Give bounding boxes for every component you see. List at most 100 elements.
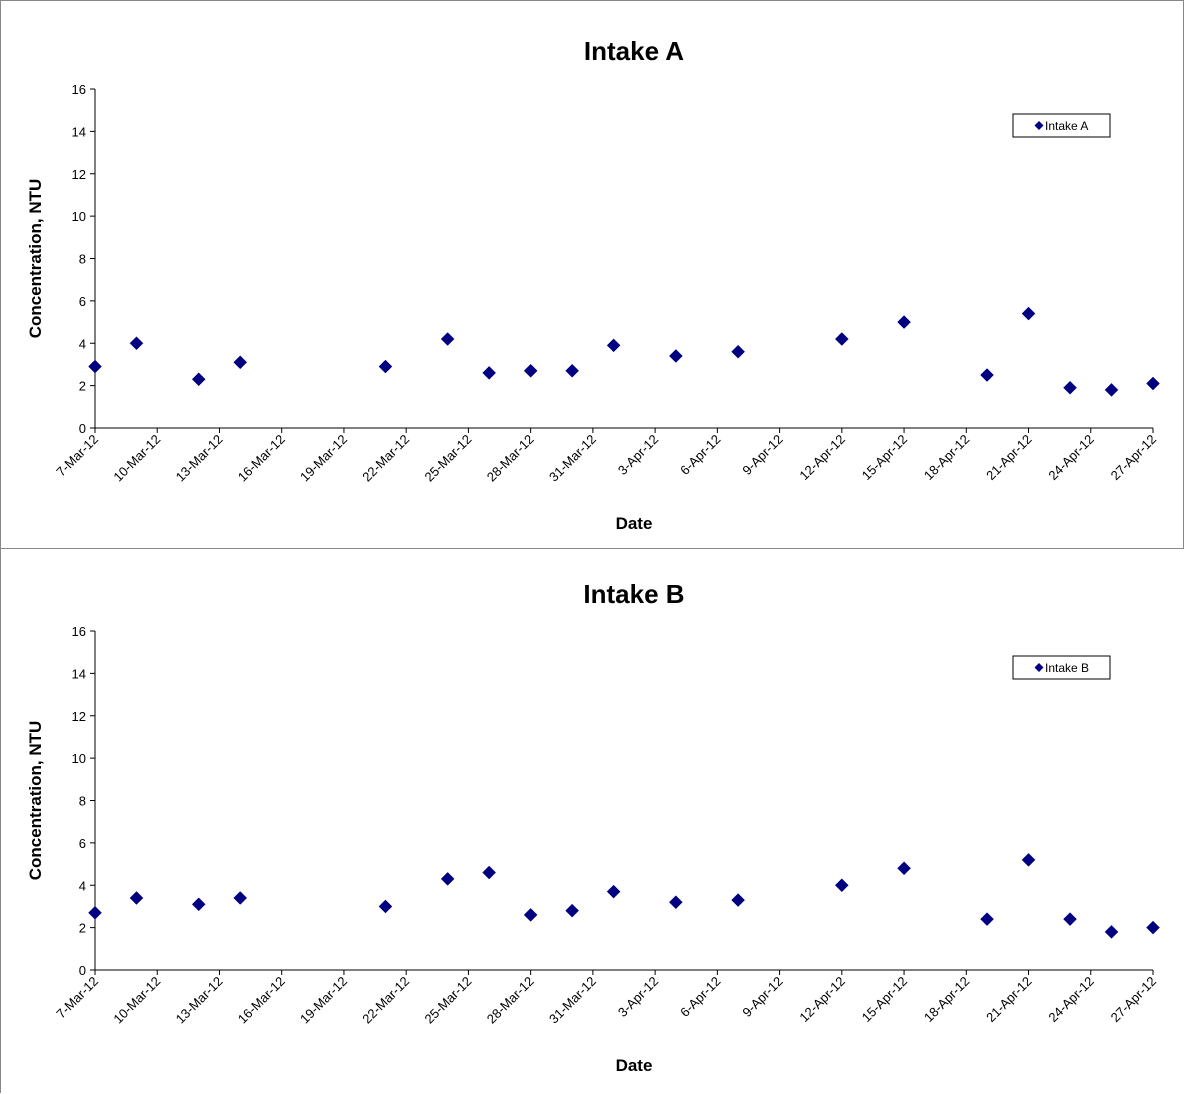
x-tick-label: 15-Apr-12 [859,974,910,1025]
y-tick-label: 0 [79,963,86,978]
x-tick-label: 9-Apr-12 [739,432,785,478]
y-tick-label: 0 [79,421,86,436]
data-point [378,359,393,374]
y-axis-title: Concentration, NTU [26,179,45,339]
x-tick-label: 18-Apr-12 [921,432,972,483]
chart-title: Intake B [583,579,684,609]
data-point [565,903,579,918]
x-tick-label: 18-Apr-12 [921,974,972,1025]
data-point [1146,376,1160,391]
data-point [606,338,621,353]
x-tick-label: 15-Apr-12 [859,432,910,483]
data-point [731,344,745,359]
data-series [88,306,1160,397]
y-tick-label: 16 [72,624,86,639]
legend: Intake A [1012,113,1111,138]
x-tick-label: 31-Mar-12 [546,974,599,1027]
x-tick-label: 25-Mar-12 [422,974,475,1027]
y-tick-label: 2 [79,379,86,394]
x-tick-label: 12-Apr-12 [796,432,847,483]
data-point [378,899,393,914]
x-tick-label: 6-Apr-12 [677,974,723,1020]
x-tick-label: 10-Mar-12 [110,974,163,1027]
x-tick-label: 21-Apr-12 [983,974,1034,1025]
x-tick-label: 31-Mar-12 [546,432,599,485]
x-tick-label: 19-Mar-12 [297,432,350,485]
y-tick-label: 4 [79,878,86,893]
x-tick-label: 9-Apr-12 [739,974,785,1020]
data-point [482,366,497,380]
data-point [834,332,849,346]
x-tick-label: 28-Mar-12 [484,974,537,1027]
y-tick-label: 16 [72,82,86,97]
x-tick-label: 22-Mar-12 [359,432,412,485]
data-point [440,332,455,346]
data-point [606,884,621,899]
x-tick-label: 13-Mar-12 [173,432,226,485]
legend-marker [1034,663,1044,672]
data-point [523,363,538,378]
y-tick-label: 8 [79,252,86,267]
x-tick-label: 22-Mar-12 [359,974,412,1027]
x-tick-label: 25-Mar-12 [422,432,475,485]
data-point [897,861,911,876]
data-point [440,872,455,886]
x-tick-label: 27-Apr-12 [1108,974,1159,1025]
y-tick-label: 6 [79,294,86,309]
y-axis-title: Concentration, NTU [26,721,45,881]
x-tick-label: 27-Apr-12 [1108,432,1159,483]
y-tick-label: 10 [72,209,86,224]
legend-label: Intake A [1045,119,1088,133]
data-point [523,908,538,922]
x-tick-label: 7-Mar-12 [53,974,101,1022]
x-tick-label: 21-Apr-12 [983,432,1034,483]
legend-marker [1034,121,1044,130]
chart-intake-a: Intake A Concentration, NTU Date Intake … [26,36,1160,533]
data-point [482,865,497,880]
y-tick-label: 8 [79,794,86,809]
data-point [980,368,994,382]
data-point [129,891,144,905]
x-tick-label: 7-Mar-12 [53,432,101,480]
legend-label: Intake B [1045,661,1089,675]
x-tick-label: 28-Mar-12 [484,432,537,485]
data-series [88,852,1160,939]
x-tick-label: 24-Apr-12 [1045,974,1096,1025]
data-point [233,891,248,905]
data-point [565,363,579,378]
data-point [897,315,911,329]
data-point [1146,920,1160,935]
data-point [129,336,144,351]
y-tick-label: 12 [72,709,86,724]
x-tick-label: 19-Mar-12 [297,974,350,1027]
chart-panel-intake-b: Intake B Concentration, NTU Date Intake … [0,548,1184,1093]
data-point [88,905,102,920]
x-tick-label: 24-Apr-12 [1045,432,1096,483]
y-tick-label: 4 [79,336,86,351]
x-tick-label: 13-Mar-12 [173,974,226,1027]
data-point [1104,925,1119,939]
chart-panel-intake-a: Intake A Concentration, NTU Date Intake … [0,0,1184,548]
data-point [1063,380,1077,395]
x-tick-label: 12-Apr-12 [796,974,847,1025]
data-point [834,878,849,893]
data-point [1063,912,1077,927]
data-point [1104,383,1119,397]
x-tick-label: 3-Apr-12 [615,432,661,478]
chart-title: Intake A [584,36,684,66]
y-tick-label: 6 [79,836,86,851]
x-tick-label: 6-Apr-12 [677,432,723,478]
legend: Intake B [1012,655,1111,680]
data-point [191,372,206,387]
y-tick-label: 2 [79,921,86,936]
x-tick-label: 16-Mar-12 [235,432,288,485]
data-point [1021,852,1036,867]
data-point [191,897,206,912]
x-tick-label: 3-Apr-12 [615,974,661,1020]
legend-box [1012,113,1111,138]
y-tick-label: 12 [72,167,86,182]
y-tick-label: 10 [72,751,86,766]
x-axis-title: Date [616,1056,653,1075]
